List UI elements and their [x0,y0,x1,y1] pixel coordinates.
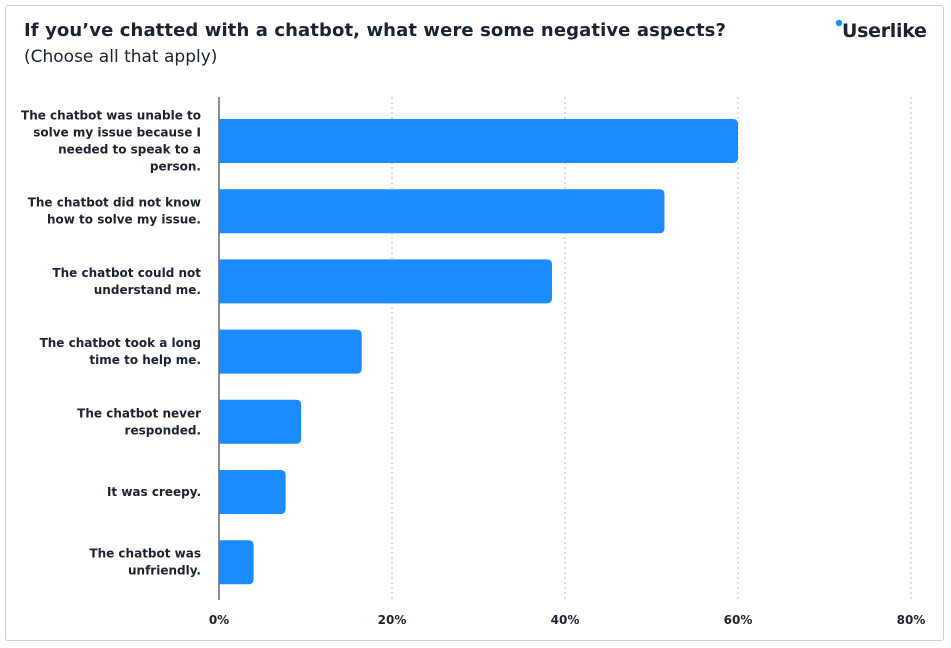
bar [219,189,665,234]
bar [219,329,362,374]
chart-subtitle: (Choose all that apply) [24,47,218,67]
bar [219,540,254,585]
category-label: It was creepy. [107,485,201,499]
category-label-line: solve my issue because I [33,126,201,140]
x-tick-label: 80% [897,613,926,627]
userlike-logo-icon [835,19,843,27]
category-label-line: how to solve my issue. [47,213,201,227]
category-label-line: responded. [125,423,201,437]
category-label-line: The chatbot was [89,547,201,561]
category-label: The chatbot was unfriendly. [89,547,201,578]
brand-logo: Userlike [835,17,927,47]
category-label: The chatbot did not know how to solve my … [28,196,201,227]
x-tick-label: 0% [209,613,229,627]
category-label-line: unfriendly. [128,564,201,578]
category-label-line: It was creepy. [107,485,201,499]
category-label-line: The chatbot never [77,406,201,420]
chart-card [5,5,944,641]
category-label-line: The chatbot was unable to [21,109,201,123]
category-label-line: time to help me. [89,353,201,367]
x-tick-label: 20% [378,613,407,627]
chart-title: If you’ve chatted with a chatbot, what w… [24,20,727,41]
x-tick-label: 40% [551,613,580,627]
bar [219,470,286,514]
category-label-line: understand me. [94,283,201,297]
category-label-line: The chatbot took a long [40,336,201,350]
bar [219,119,738,163]
bar [219,259,553,304]
category-label: The chatbot could not understand me. [52,266,201,297]
brand-name: Userlike [842,20,927,42]
category-label-line: person. [150,160,201,174]
category-label-line: The chatbot did not know [28,196,201,210]
category-label: The chatbot was unable to solve my issue … [21,109,201,174]
category-label: The chatbot took a long time to help me. [40,336,201,367]
x-tick-label: 60% [724,613,753,627]
category-label-line: The chatbot could not [52,266,201,280]
category-label: The chatbot never responded. [77,406,201,437]
bar [219,399,302,444]
category-label-line: needed to speak to a [58,143,201,157]
